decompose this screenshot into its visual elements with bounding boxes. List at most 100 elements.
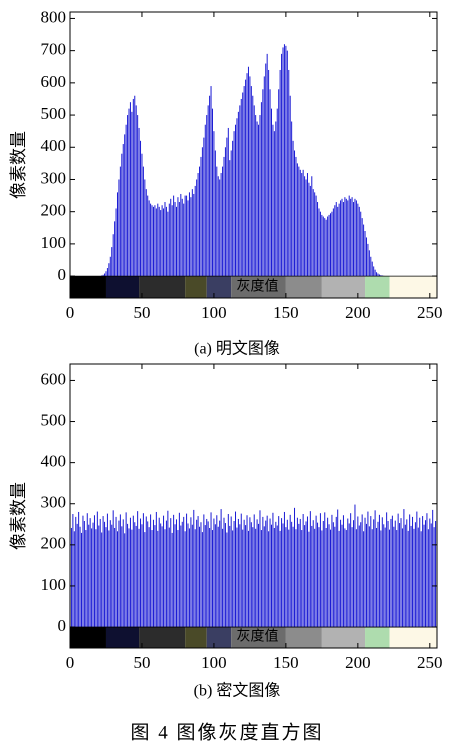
bar — [367, 243, 369, 277]
y-tick-label: 100 — [41, 233, 67, 252]
colormap-band — [206, 627, 232, 648]
bar — [400, 518, 402, 628]
bar — [285, 45, 287, 277]
bar — [295, 529, 297, 628]
bar — [99, 518, 101, 628]
bar — [142, 166, 144, 277]
bar — [427, 529, 429, 628]
bar — [242, 529, 244, 628]
bar — [371, 529, 373, 628]
bar — [219, 179, 221, 277]
bar — [386, 512, 388, 628]
bar — [108, 530, 110, 628]
bar — [397, 513, 399, 628]
bar — [118, 520, 120, 628]
bar — [239, 524, 241, 628]
plot-frame — [69, 11, 438, 299]
bar — [249, 517, 251, 628]
bar — [357, 516, 359, 628]
bar — [370, 256, 372, 277]
bar — [124, 134, 126, 277]
bar — [256, 121, 258, 277]
bar — [141, 524, 143, 628]
y-tick-label: 300 — [41, 493, 67, 512]
y-tick-label: 0 — [58, 616, 67, 635]
x-tick-label: 150 — [273, 303, 299, 322]
bar — [213, 518, 215, 628]
bar — [243, 519, 245, 628]
bar — [259, 510, 261, 628]
bar — [122, 519, 124, 628]
colormap-band — [185, 627, 207, 648]
bar — [147, 521, 149, 628]
bar — [249, 76, 251, 277]
bar — [160, 210, 162, 277]
bar — [96, 511, 98, 628]
bar — [170, 518, 172, 628]
bar — [413, 528, 415, 628]
bar — [170, 198, 172, 277]
bar — [404, 524, 406, 628]
bar — [263, 526, 265, 628]
bar — [426, 513, 428, 628]
bar — [319, 211, 321, 277]
colormap-band — [389, 276, 437, 298]
bar — [355, 529, 357, 628]
bar — [389, 529, 391, 628]
bar — [252, 527, 254, 628]
bar — [161, 526, 163, 628]
bar — [401, 528, 403, 628]
bar — [272, 512, 274, 628]
bar — [335, 516, 337, 628]
bar — [230, 150, 232, 277]
bar — [269, 518, 271, 628]
bar — [83, 521, 85, 628]
bar — [377, 273, 379, 277]
bar — [207, 105, 209, 277]
bar — [364, 231, 366, 277]
bar — [435, 521, 437, 628]
bar — [180, 525, 182, 628]
bar — [237, 111, 239, 277]
bar — [121, 526, 123, 628]
bar — [214, 524, 216, 628]
bar — [219, 520, 221, 628]
bar — [132, 515, 134, 628]
bar — [122, 144, 124, 277]
bar — [82, 515, 84, 628]
bar — [79, 526, 81, 628]
bar — [321, 214, 323, 277]
colormap-band — [206, 276, 232, 298]
bar — [355, 200, 357, 277]
bar — [298, 166, 300, 277]
bar — [288, 529, 290, 628]
y-tick-label: 600 — [41, 369, 67, 388]
bar — [325, 527, 327, 628]
colormap-band — [139, 627, 186, 648]
bar — [337, 509, 339, 628]
bar — [255, 115, 257, 277]
bar — [341, 524, 343, 628]
bar — [183, 516, 185, 628]
bar — [209, 527, 211, 628]
bar — [164, 529, 166, 628]
bar — [317, 522, 319, 628]
bar — [226, 137, 228, 277]
bar — [158, 206, 160, 277]
bar — [273, 131, 275, 277]
bar — [291, 521, 293, 628]
bar — [245, 79, 247, 277]
bar — [364, 517, 366, 628]
bar — [260, 530, 262, 628]
bar — [188, 192, 190, 277]
bar — [224, 147, 226, 277]
bar — [281, 53, 283, 277]
bar — [203, 514, 205, 628]
bar — [168, 527, 170, 628]
bar — [342, 515, 344, 628]
bar — [304, 176, 306, 277]
bar — [125, 124, 127, 277]
bar — [154, 205, 156, 277]
bar — [174, 202, 176, 277]
bar — [186, 195, 188, 277]
